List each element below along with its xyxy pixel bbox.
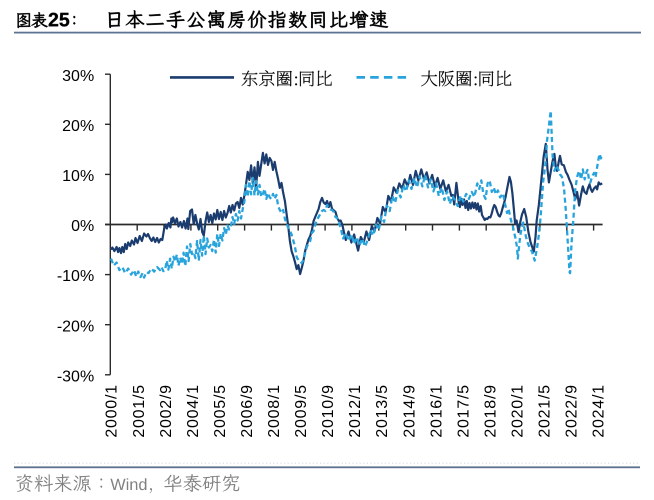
svg-text:2001/5: 2001/5	[131, 384, 148, 437]
svg-text:2002/9: 2002/9	[158, 384, 175, 437]
svg-text:20%: 20%	[62, 118, 94, 135]
svg-text:2013/5: 2013/5	[374, 384, 391, 437]
svg-text:-30%: -30%	[57, 368, 94, 385]
svg-text:2017/5: 2017/5	[455, 384, 472, 437]
svg-text:2022/9: 2022/9	[564, 384, 581, 437]
svg-text:2021/5: 2021/5	[537, 384, 554, 437]
svg-text:10%: 10%	[62, 168, 94, 185]
svg-text:2020/1: 2020/1	[509, 384, 526, 437]
svg-text:2008/1: 2008/1	[266, 384, 283, 437]
svg-text:2014/9: 2014/9	[401, 384, 418, 437]
svg-text:2010/9: 2010/9	[320, 384, 337, 437]
svg-text:2009/5: 2009/5	[293, 384, 310, 437]
svg-text:-20%: -20%	[57, 318, 94, 335]
svg-text:2000/1: 2000/1	[104, 384, 121, 437]
svg-text:2024/1: 2024/1	[591, 384, 608, 437]
svg-text:2006/9: 2006/9	[239, 384, 256, 437]
svg-text:2005/5: 2005/5	[212, 384, 229, 437]
svg-text:2012/1: 2012/1	[347, 384, 364, 437]
svg-text:2004/1: 2004/1	[185, 384, 202, 437]
svg-text:30%: 30%	[62, 68, 94, 85]
svg-text:0%: 0%	[71, 218, 94, 235]
svg-text:2018/9: 2018/9	[482, 384, 499, 437]
svg-text:-10%: -10%	[57, 268, 94, 285]
svg-text:2016/1: 2016/1	[428, 384, 445, 437]
